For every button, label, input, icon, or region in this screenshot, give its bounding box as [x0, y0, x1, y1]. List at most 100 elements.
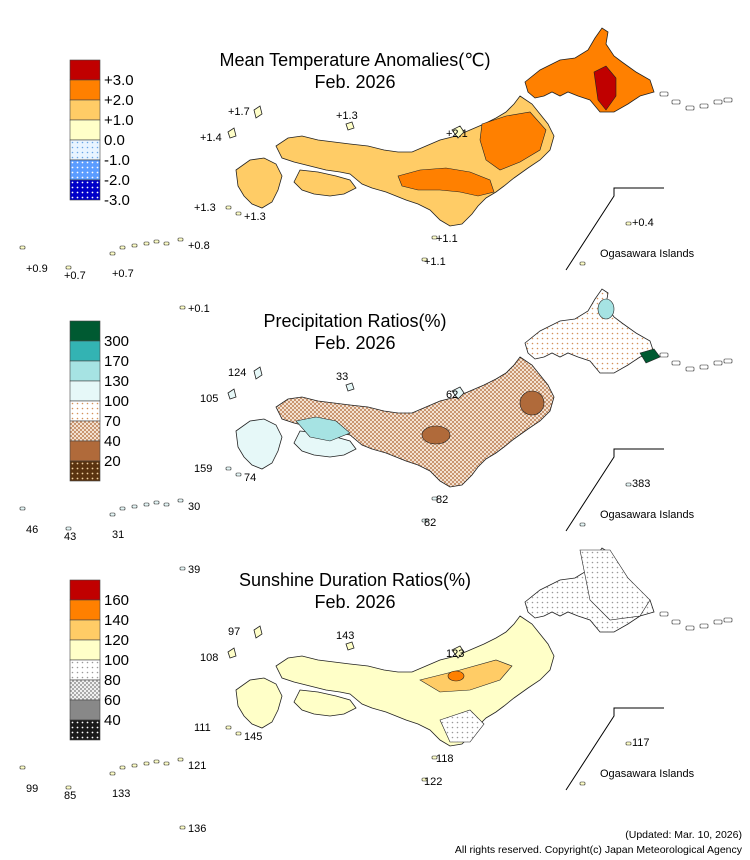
region-shikoku: [293, 689, 357, 717]
inset-frame: [565, 448, 664, 532]
island: [177, 237, 184, 242]
island: [143, 241, 150, 246]
island: [225, 725, 232, 730]
island: [713, 99, 723, 105]
ratio-zone: [447, 670, 465, 682]
island: [421, 518, 428, 523]
island: [153, 239, 160, 244]
island: [723, 97, 733, 103]
legend-label: +3.0: [104, 72, 134, 89]
legend-swatch: [69, 380, 101, 402]
legend-swatch: [69, 460, 101, 482]
legend-swatch: [69, 719, 101, 741]
island: [19, 765, 26, 770]
island: [179, 305, 186, 310]
legend-swatch: [69, 599, 101, 621]
island: [65, 526, 72, 531]
legend-swatch: [69, 79, 101, 101]
island: [579, 261, 586, 266]
updated-note: (Updated: Mar. 10, 2026): [625, 829, 742, 841]
legend-swatch: [69, 659, 101, 681]
legend-swatch: [69, 440, 101, 462]
station-value: 159: [194, 463, 212, 475]
ratio-zone: [295, 416, 351, 442]
island: [671, 619, 681, 625]
station-value: 136: [188, 823, 206, 835]
legend-label: 20: [104, 453, 121, 470]
station-value: 97: [228, 626, 240, 638]
station-value: 117: [632, 737, 650, 749]
island: [65, 265, 72, 270]
island: [131, 763, 138, 768]
legend-swatch: [69, 99, 101, 121]
island: [119, 506, 126, 511]
legend-swatch: [69, 639, 101, 661]
map-period: Feb. 2026: [314, 72, 395, 92]
legend-swatch: [69, 360, 101, 382]
ogasawara-label: Ogasawara Islands: [600, 509, 695, 521]
region-kyushu: [235, 418, 283, 470]
station-value: 39: [188, 564, 200, 576]
legend-label: 0.0: [104, 132, 125, 149]
ratio-zone: [519, 390, 545, 416]
legend-label: 80: [104, 672, 121, 689]
island: [699, 103, 709, 109]
station-value: 133: [112, 788, 130, 800]
region-goto: [227, 647, 237, 659]
island: [235, 731, 242, 736]
inset-frame: [565, 707, 664, 791]
region-kyushu: [235, 157, 283, 209]
region-tsushima: [253, 625, 263, 639]
legend-label: 40: [104, 712, 121, 729]
island: [235, 472, 242, 477]
island: [713, 619, 723, 625]
island: [179, 825, 186, 830]
ratio-zone: [579, 549, 651, 621]
island: [19, 245, 26, 250]
island: [163, 502, 170, 507]
legend-label: 100: [104, 393, 129, 410]
island: [723, 358, 733, 364]
island: [685, 366, 695, 372]
legend-swatch: [69, 139, 101, 161]
island: [225, 466, 232, 471]
map-period: Feb. 2026: [314, 333, 395, 353]
station-value: 33: [336, 371, 348, 383]
island: [235, 211, 242, 216]
region-oki: [345, 641, 355, 651]
region-tsushima: [253, 105, 263, 119]
station-value: 30: [188, 501, 200, 513]
station-value: +0.9: [26, 263, 48, 275]
legend-label: 70: [104, 413, 121, 430]
station-value: 123: [446, 648, 464, 660]
ratio-zone: [439, 709, 485, 743]
ogasawara-label: Ogasawara Islands: [600, 248, 695, 260]
island: [671, 99, 681, 105]
station-value: 124: [228, 367, 246, 379]
region-shikoku: [293, 169, 357, 197]
island: [19, 506, 26, 511]
map-title: Precipitation Ratios(%): [263, 311, 446, 331]
island: [109, 512, 116, 517]
station-value: +0.4: [632, 217, 654, 229]
island: [723, 617, 733, 623]
island: [109, 771, 116, 776]
copyright-note: All rights reserved. Copyright(c) Japan …: [454, 844, 742, 856]
station-value: +0.7: [64, 270, 86, 282]
legend-label: 120: [104, 632, 129, 649]
island: [659, 352, 669, 358]
legend-label: -1.0: [104, 152, 130, 169]
station-value: +1.3: [194, 202, 216, 214]
region-sado: [451, 125, 465, 139]
ratio-zone: [639, 348, 661, 364]
island: [421, 257, 428, 262]
legend-swatch: [69, 159, 101, 181]
station-value: 121: [188, 760, 206, 772]
station-value: 85: [64, 790, 76, 802]
station-value: +0.7: [112, 268, 134, 280]
anomaly-zone: [479, 111, 547, 171]
island: [65, 785, 72, 790]
legend-swatch: [69, 679, 101, 701]
island: [699, 623, 709, 629]
